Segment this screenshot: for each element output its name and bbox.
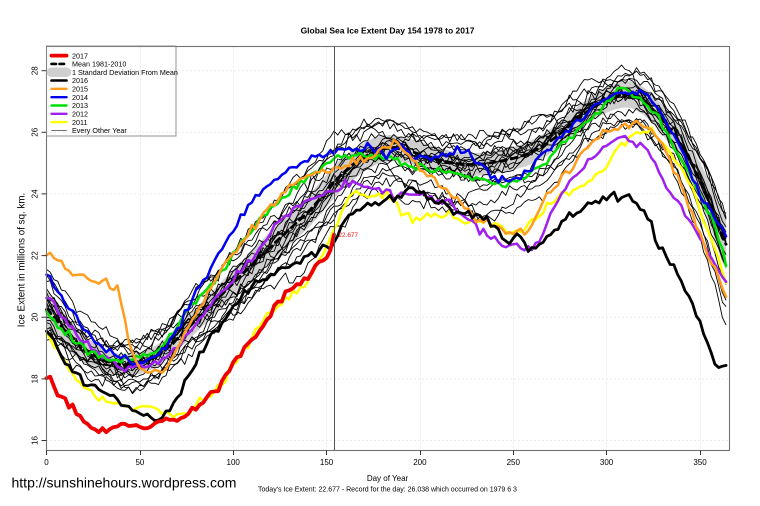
svg-text:300: 300 [600, 458, 614, 467]
svg-text:Every Other Year: Every Other Year [72, 126, 127, 135]
svg-text:26: 26 [31, 127, 40, 136]
svg-text:Today's Ice Extent: 22.677 -: Today's Ice Extent: 22.677 - Record for … [258, 487, 517, 494]
svg-text:2013: 2013 [72, 101, 88, 110]
svg-text:Global Sea Ice Extent Day 154: Global Sea Ice Extent Day 154 1978 to 20… [301, 26, 475, 36]
svg-text:16: 16 [31, 436, 40, 445]
svg-text:28: 28 [31, 66, 40, 75]
svg-text:2015: 2015 [72, 85, 88, 94]
svg-text:2017: 2017 [72, 51, 88, 60]
svg-text:350: 350 [693, 458, 707, 467]
svg-text:1 Standard Deviation From Mean: 1 Standard Deviation From Mean [72, 68, 178, 77]
svg-text:250: 250 [507, 458, 521, 467]
svg-text:100: 100 [227, 458, 241, 467]
svg-text:50: 50 [135, 458, 144, 467]
svg-text:22.677: 22.677 [339, 232, 359, 239]
svg-text:http://sunshinehours.wordpress: http://sunshinehours.wordpress.com [12, 475, 237, 491]
svg-text:2011: 2011 [72, 118, 87, 127]
svg-text:150: 150 [320, 458, 334, 467]
svg-text:0: 0 [44, 458, 49, 467]
svg-text:200: 200 [413, 458, 427, 467]
svg-text:20: 20 [31, 312, 40, 321]
svg-text:18: 18 [31, 374, 40, 383]
svg-text:2012: 2012 [72, 110, 88, 119]
svg-text:22: 22 [31, 251, 40, 260]
svg-text:Ice Extent in millions of sq.: Ice Extent in millions of sq. km. [17, 193, 28, 327]
svg-text:Mean 1981-2010: Mean 1981-2010 [72, 60, 126, 69]
svg-text:Day of Year: Day of Year [367, 474, 409, 483]
svg-text:2014: 2014 [72, 93, 88, 102]
svg-text:2016: 2016 [72, 76, 88, 85]
svg-text:24: 24 [31, 189, 40, 198]
